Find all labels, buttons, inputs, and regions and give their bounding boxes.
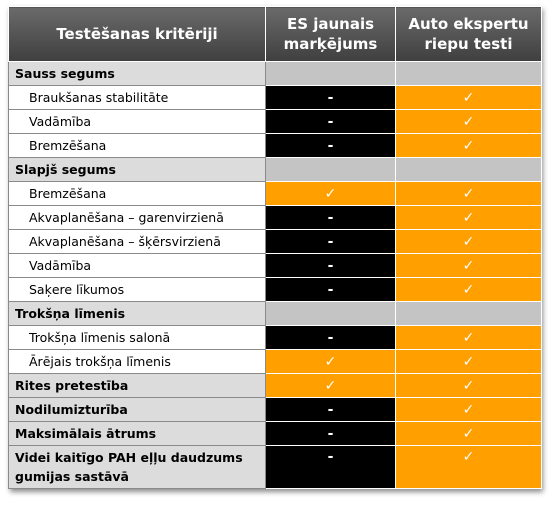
- rating-cell: -: [265, 205, 396, 230]
- table-row: Sauss segums: [8, 61, 542, 86]
- rating-cell: [395, 301, 542, 326]
- table-row: Akvaplanēšana – šķērsvirzienā - ✓: [8, 229, 542, 254]
- row-label: Sauss segums: [8, 61, 266, 86]
- rating-cell: -: [265, 133, 396, 158]
- rating-cell: ✓: [395, 373, 542, 398]
- table-row: Maksimālais ātrums - ✓: [8, 421, 542, 446]
- table-row: Bremzēšana ✓ ✓: [8, 181, 542, 206]
- rating-cell: ✓: [395, 181, 542, 206]
- rating-cell: [265, 157, 396, 182]
- rating-cell: ✓: [395, 133, 542, 158]
- row-label: Trokšņa līmenis: [8, 301, 266, 326]
- table-row: Videi kaitīgo PAH eļļu daudzums gumijas …: [8, 445, 542, 489]
- rating-cell: -: [265, 325, 396, 350]
- table-row: Slapjš segums: [8, 157, 542, 182]
- rating-cell: -: [265, 397, 396, 422]
- rating-cell: ✓: [395, 205, 542, 230]
- rating-cell: ✓: [395, 421, 542, 446]
- row-label: Nodilumizturība: [8, 397, 266, 422]
- table-row: Bremzēšana - ✓: [8, 133, 542, 158]
- row-label: Bremzēšana: [8, 181, 266, 206]
- row-label: Braukšanas stabilitāte: [8, 85, 266, 110]
- header-criteria: Testēšanas kritēriji: [8, 6, 266, 62]
- rating-cell: ✓: [265, 349, 396, 374]
- rating-cell: ✓: [265, 181, 396, 206]
- table-row: Ārējais trokšņa līmenis ✓ ✓: [8, 349, 542, 374]
- row-label: Trokšņa līmenis salonā: [8, 325, 266, 350]
- rating-cell: ✓: [395, 109, 542, 134]
- row-label: Saķere līkumos: [8, 277, 266, 302]
- row-label: Slapjš segums: [8, 157, 266, 182]
- rating-cell: ✓: [395, 253, 542, 278]
- table-row: Akvaplanēšana – garenvirzienā - ✓: [8, 205, 542, 230]
- rating-cell: ✓: [395, 445, 542, 489]
- rating-cell: ✓: [265, 373, 396, 398]
- header-es: ES jaunais marķējums: [265, 6, 396, 62]
- table-row: Vadāmība - ✓: [8, 253, 542, 278]
- rating-cell: [395, 61, 542, 86]
- table-frame: Testēšanas kritēriji ES jaunais marķējum…: [8, 6, 542, 489]
- table-body: Sauss segums Braukšanas stabilitāte - ✓ Vadā…: [8, 61, 542, 489]
- rating-cell: -: [265, 85, 396, 110]
- rating-cell: ✓: [395, 85, 542, 110]
- table-row: Braukšanas stabilitāte - ✓: [8, 85, 542, 110]
- rating-cell: [265, 301, 396, 326]
- row-label: Vadāmība: [8, 109, 266, 134]
- table-row: Trokšņa līmenis salonā - ✓: [8, 325, 542, 350]
- rating-cell: -: [265, 253, 396, 278]
- rating-cell: ✓: [395, 277, 542, 302]
- table-row: Saķere līkumos - ✓: [8, 277, 542, 302]
- row-label: Vadāmība: [8, 253, 266, 278]
- row-label: Akvaplanēšana – garenvirzienā: [8, 205, 266, 230]
- rating-cell: -: [265, 421, 396, 446]
- row-label: Rites pretestība: [8, 373, 266, 398]
- row-label: Akvaplanēšana – šķērsvirzienā: [8, 229, 266, 254]
- rating-cell: -: [265, 277, 396, 302]
- rating-cell: -: [265, 109, 396, 134]
- comparison-table: Testēšanas kritēriji ES jaunais marķējum…: [8, 6, 542, 489]
- rating-cell: ✓: [395, 325, 542, 350]
- row-label: Ārējais trokšņa līmenis: [8, 349, 266, 374]
- rating-cell: ✓: [395, 229, 542, 254]
- row-label: Maksimālais ātrums: [8, 421, 266, 446]
- rating-cell: ✓: [395, 349, 542, 374]
- rating-cell: ✓: [395, 397, 542, 422]
- rating-cell: [395, 157, 542, 182]
- rating-cell: -: [265, 445, 396, 489]
- table-row: Vadāmība - ✓: [8, 109, 542, 134]
- rating-cell: -: [265, 229, 396, 254]
- table-row: Rites pretestība ✓ ✓: [8, 373, 542, 398]
- table-row: Trokšņa līmenis: [8, 301, 542, 326]
- rating-cell: [265, 61, 396, 86]
- table-row: Nodilumizturība - ✓: [8, 397, 542, 422]
- row-label: Bremzēšana: [8, 133, 266, 158]
- header-row: Testēšanas kritēriji ES jaunais marķējum…: [8, 6, 542, 62]
- header-auto: Auto ekspertu riepu testi: [395, 6, 542, 62]
- row-label: Videi kaitīgo PAH eļļu daudzums gumijas …: [8, 445, 266, 489]
